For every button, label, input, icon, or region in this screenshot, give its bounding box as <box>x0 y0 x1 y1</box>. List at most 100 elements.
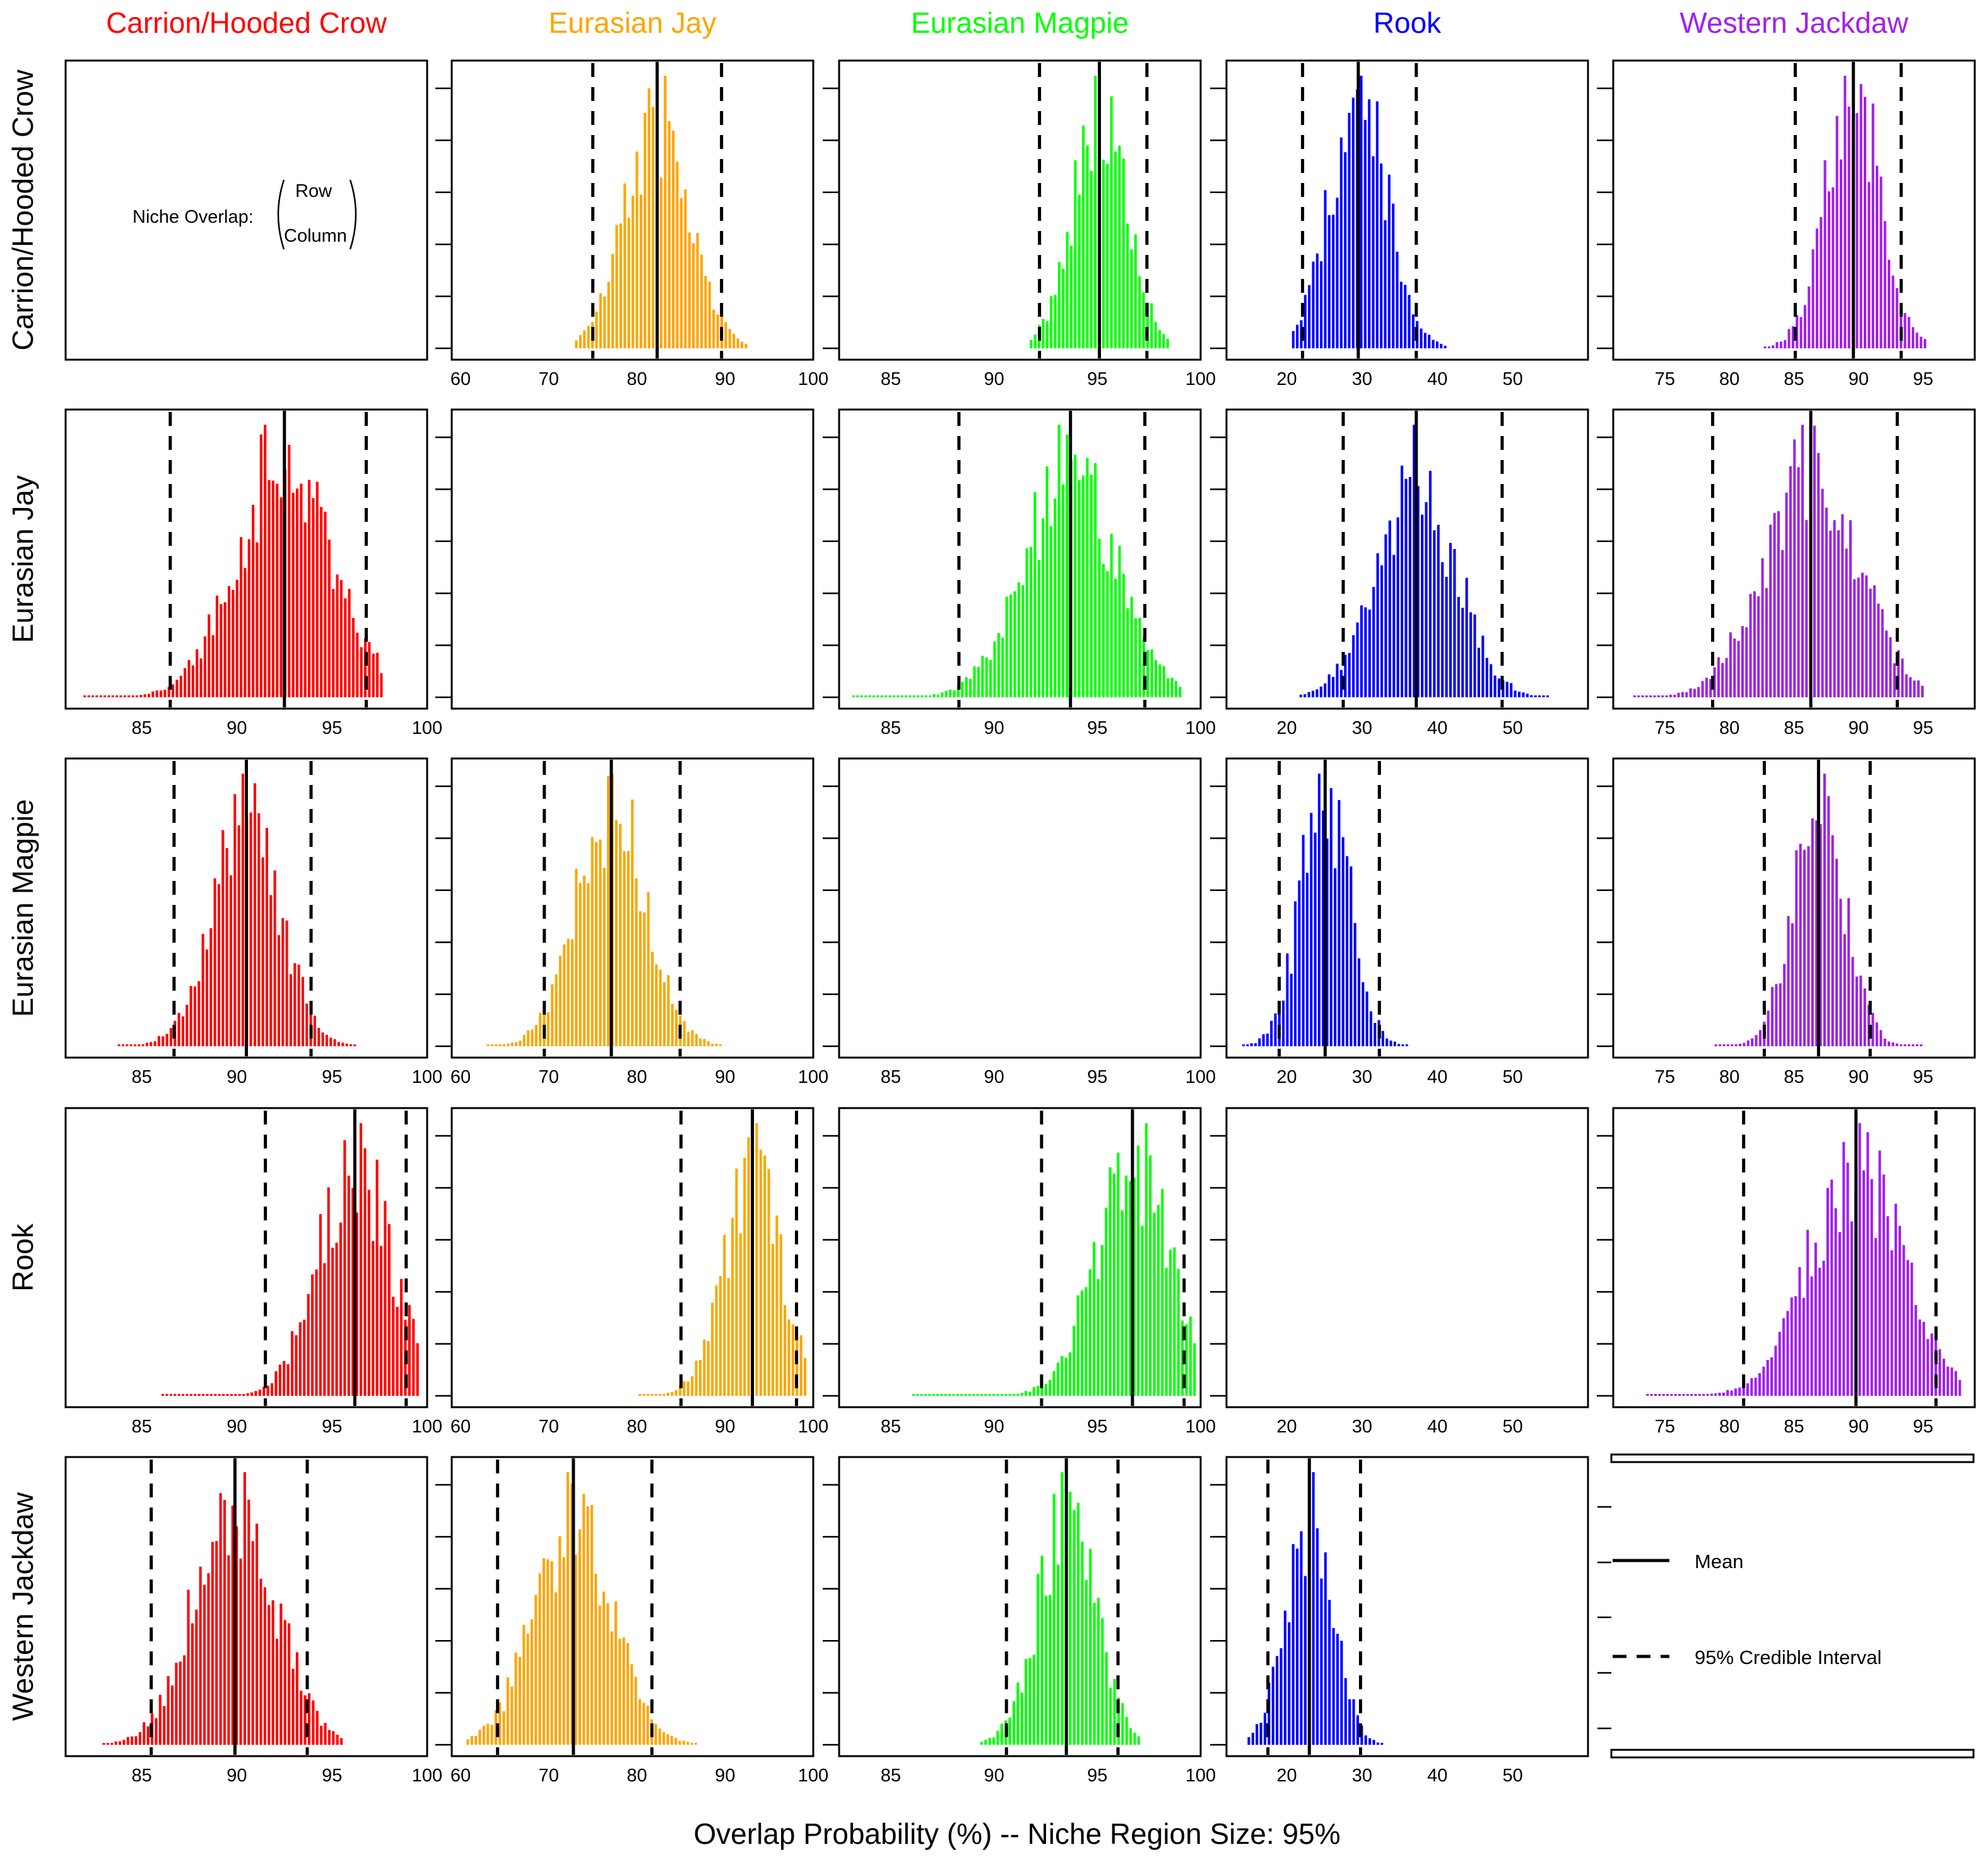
histogram-bar <box>1057 1564 1060 1745</box>
histogram-bar <box>1008 1717 1011 1745</box>
histogram-bar <box>619 823 622 1046</box>
histogram-bar <box>643 912 646 1046</box>
x-tick-label: 30 <box>1352 369 1372 389</box>
histogram-bar <box>1743 1042 1746 1046</box>
histogram-bar <box>518 1656 521 1745</box>
histogram-bar <box>1177 1268 1180 1396</box>
x-tick-label: 50 <box>1502 369 1522 389</box>
histogram-bar <box>323 1263 326 1396</box>
x-tick-label: 70 <box>539 1067 559 1087</box>
histogram-bars <box>466 1472 697 1745</box>
histogram-bar <box>474 1736 478 1745</box>
histogram-bar <box>623 851 626 1046</box>
histogram-bar <box>1315 253 1319 348</box>
histogram-bar <box>1674 1394 1677 1396</box>
histogram-bar <box>1877 603 1880 697</box>
panel-frame <box>1225 757 1589 1059</box>
histogram-bar <box>1690 1394 1693 1396</box>
histogram-bar <box>337 1042 340 1046</box>
histogram-bar <box>578 1529 581 1745</box>
histogram-bar <box>1338 800 1341 1046</box>
histogram-bar <box>1312 1472 1315 1745</box>
histogram-bar <box>1863 988 1866 1046</box>
histogram-bar <box>129 1044 132 1046</box>
histogram-bar <box>791 1325 794 1396</box>
histogram-bar <box>686 1742 690 1745</box>
histogram-bar <box>1009 594 1013 697</box>
histogram-bar <box>1326 838 1329 1046</box>
histogram-bar <box>558 955 562 1046</box>
histogram-bar <box>1778 1331 1781 1396</box>
panel-rook-vs-western-jackdaw: 75 80 85 90 95 <box>1597 1107 1976 1437</box>
x-tick-label: 90 <box>226 1067 247 1087</box>
histogram-bar <box>646 1705 649 1745</box>
histogram-bar <box>288 444 291 697</box>
histogram-bar <box>586 1506 589 1745</box>
histogram-bar <box>1758 1373 1762 1396</box>
histogram-bar <box>1270 1020 1273 1046</box>
panel-frame <box>838 757 1202 1059</box>
histogram-bar <box>146 1726 150 1745</box>
histogram-bar <box>1806 1229 1809 1396</box>
x-tick-label: 90 <box>1849 1067 1869 1087</box>
histogram-bar <box>308 1693 311 1745</box>
histogram-bar <box>1283 1610 1286 1745</box>
histogram-bar <box>674 1390 678 1396</box>
x-tick-label: 90 <box>715 369 735 389</box>
histogram-bar <box>1396 517 1399 697</box>
histogram-bar <box>1054 295 1057 348</box>
histogram-bar <box>275 1639 279 1745</box>
histogram-bar <box>1849 520 1852 697</box>
histogram-bar <box>514 1652 517 1745</box>
histogram-bar <box>672 130 675 349</box>
histogram-bar <box>1681 692 1684 697</box>
x-tick-label: 80 <box>626 1766 647 1786</box>
inset-row-label: Row <box>295 181 332 201</box>
histogram-bar <box>1061 1472 1064 1745</box>
histogram-bar <box>1898 1225 1902 1396</box>
histogram-bar <box>1774 1345 1777 1396</box>
histogram-bar <box>634 1677 637 1745</box>
histogram-bar <box>992 1394 996 1396</box>
x-tick-label: 100 <box>412 1067 442 1087</box>
x-tick-label: 95 <box>1087 1417 1107 1437</box>
histogram-bar <box>1311 690 1315 697</box>
histogram-bar <box>1883 1038 1886 1046</box>
histogram-bar <box>940 1394 943 1396</box>
histogram-bar <box>1062 268 1065 348</box>
histogram-bar <box>1017 582 1020 697</box>
histogram-bar <box>1505 682 1509 697</box>
histogram-bar <box>1930 1333 1933 1396</box>
panel-frame <box>64 757 428 1059</box>
histogram-bar <box>948 1394 951 1396</box>
histogram-bar <box>498 1702 502 1745</box>
histogram-bar <box>1109 1687 1112 1745</box>
histogram-bar <box>1336 198 1339 348</box>
histogram-bar <box>232 589 235 697</box>
histogram-bar <box>1530 695 1533 697</box>
column-title-eurasian-jay: Eurasian Jay <box>549 6 717 39</box>
histogram-bar <box>495 1044 498 1046</box>
histogram-bar <box>203 636 206 697</box>
histogram-bar <box>736 338 739 348</box>
histogram-bar <box>347 1176 350 1396</box>
histogram-bar <box>1074 160 1077 349</box>
histogram-bar <box>985 657 988 697</box>
histogram-bar <box>912 1394 915 1396</box>
histogram-bar <box>1757 596 1760 697</box>
histogram-bar <box>1368 610 1371 697</box>
histogram-bar <box>1758 1030 1762 1046</box>
histogram-bar <box>1030 339 1033 348</box>
x-tick-label: 70 <box>539 1766 559 1786</box>
histogram-bar <box>953 690 956 697</box>
histogram-bar <box>1324 1552 1327 1745</box>
histogram-bar <box>1322 810 1325 1046</box>
histogram-bar <box>671 1003 674 1046</box>
x-tick-label: 20 <box>1276 1417 1297 1437</box>
histogram-bar <box>1093 1603 1096 1745</box>
histogram-bar <box>852 695 855 697</box>
histogram-bar <box>311 1274 314 1396</box>
histogram-bar <box>1717 657 1720 697</box>
histogram-bar <box>1327 674 1331 697</box>
